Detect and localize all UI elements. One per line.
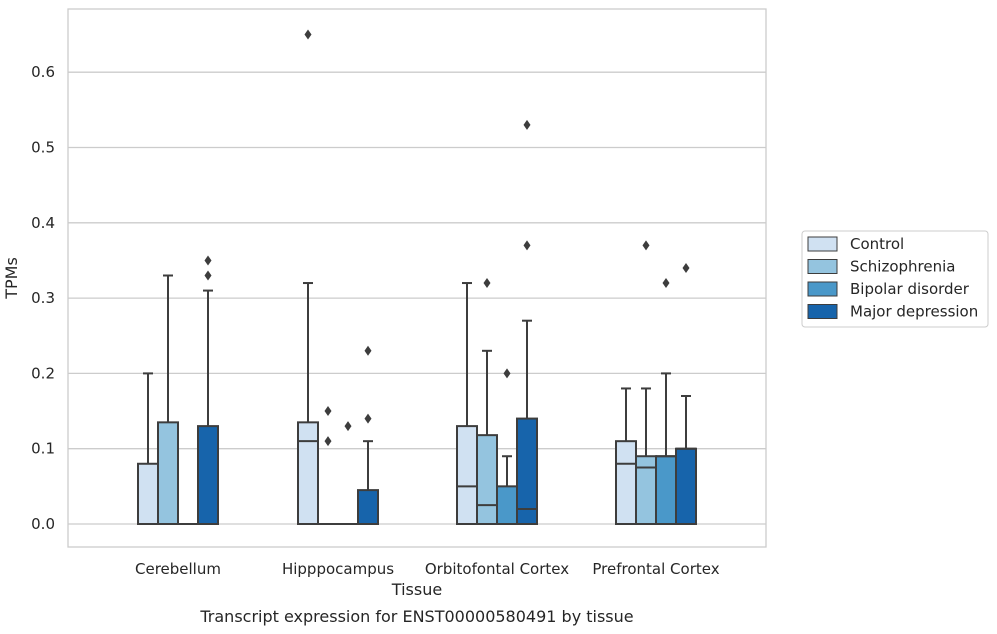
box-rect	[675, 447, 697, 526]
legend-label: Schizophrenia	[850, 258, 955, 276]
box-group	[496, 368, 518, 526]
box-group	[317, 406, 339, 526]
outlier-point	[344, 421, 352, 432]
x-tick-label: Orbitofontal Cortex	[425, 560, 569, 578]
box-group	[297, 29, 319, 525]
box-rect	[655, 455, 677, 526]
y-tick-label: 0.1	[31, 440, 55, 458]
box-group	[615, 387, 637, 526]
outlier-point	[682, 262, 690, 273]
box-rect	[157, 421, 179, 525]
legend-label: Control	[850, 235, 904, 253]
outlier-point	[523, 240, 531, 251]
plot-frame	[67, 8, 767, 548]
y-tick-label: 0.2	[31, 364, 55, 382]
outlier-point	[304, 29, 312, 40]
box-rect	[456, 425, 478, 525]
plot-area	[137, 29, 697, 526]
outlier-point	[324, 436, 332, 447]
outlier-point	[642, 240, 650, 251]
y-tick-label: 0.6	[31, 63, 55, 81]
chart-caption: Transcript expression for ENST0000058049…	[199, 607, 633, 626]
box-rect	[496, 485, 518, 526]
outlier-point	[483, 278, 491, 289]
box-group	[476, 278, 498, 525]
box-group	[157, 274, 179, 525]
box-group	[456, 282, 478, 525]
x-axis-label: Tissue	[391, 580, 442, 599]
legend-swatch	[807, 281, 838, 297]
outlier-point	[364, 413, 372, 424]
legend-swatch	[807, 304, 838, 319]
box-rect	[516, 417, 538, 525]
outlier-point	[204, 270, 212, 281]
box-rect	[635, 455, 657, 526]
y-axis-label: TPMs	[2, 257, 21, 300]
x-tick-label: Cerebellum	[135, 560, 221, 578]
box-group	[675, 262, 697, 526]
y-tick-label: 0.5	[31, 139, 55, 157]
box-rect	[197, 425, 219, 525]
box-rect	[137, 462, 159, 526]
box-group	[137, 372, 159, 526]
x-axis-ticks: Cerebellum Hipppocampus Orbitofontal Corte…	[135, 560, 720, 578]
legend-label: Bipolar disorder	[850, 280, 970, 298]
legend-frame	[801, 230, 989, 328]
legend-swatch	[807, 259, 838, 274]
outlier-point	[523, 119, 531, 130]
box-rect	[615, 440, 637, 526]
outlier-point	[662, 278, 670, 289]
outlier-point	[364, 345, 372, 356]
y-tick-label: 0.0	[31, 515, 55, 533]
x-tick-label: Hipppocampus	[282, 560, 394, 578]
outlier-point	[324, 406, 332, 417]
y-axis-ticks: 0.0 0.1 0.2 0.3 0.4 0.5 0.6	[31, 63, 55, 533]
y-tick-label: 0.3	[31, 289, 55, 307]
x-tick-label: Prefrontal Cortex	[592, 560, 719, 578]
legend: Control Schizophrenia Bipolar disorder Majo…	[801, 230, 989, 328]
box-group	[357, 345, 379, 525]
box-group	[197, 255, 219, 525]
box-rect	[476, 434, 498, 525]
box-rect	[297, 421, 319, 525]
box-rect	[357, 489, 379, 525]
legend-swatch	[807, 236, 838, 252]
y-tick-label: 0.4	[31, 214, 55, 232]
legend-label: Major depression	[850, 303, 978, 321]
outlier-point	[204, 255, 212, 266]
box-group	[516, 119, 538, 525]
outlier-point	[503, 368, 511, 379]
